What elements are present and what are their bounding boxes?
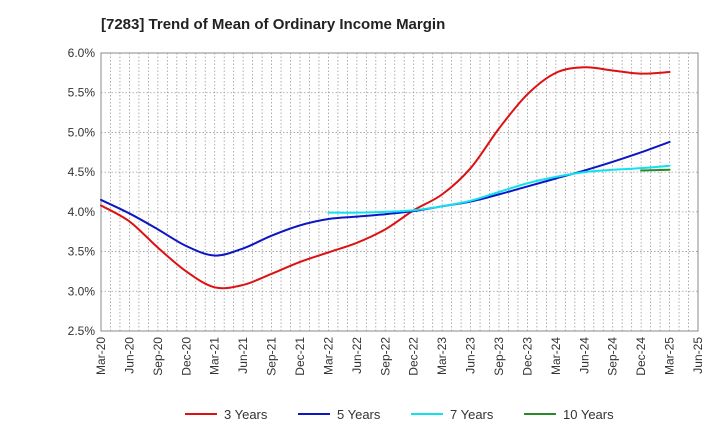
- x-tick-label: Mar-22: [321, 337, 335, 375]
- legend-label-3-years: 3 Years: [224, 407, 268, 422]
- x-tick-label: Mar-25: [663, 337, 677, 375]
- x-tick-label: Jun-21: [236, 337, 250, 374]
- x-tick-label: Dec-22: [407, 337, 421, 376]
- x-tick-label: Mar-20: [94, 337, 108, 375]
- x-tick-label: Sep-24: [606, 337, 620, 376]
- y-tick-label: 2.5%: [68, 324, 96, 338]
- series-line-3-years: [100, 66, 671, 290]
- y-tick-label: 3.0%: [68, 284, 96, 298]
- x-tick-label: Mar-21: [208, 337, 222, 375]
- x-tick-label: Mar-23: [435, 337, 449, 375]
- x-tick-label: Sep-22: [378, 337, 392, 376]
- y-tick-label: 6.0%: [68, 46, 96, 60]
- series-line-7-years: [327, 164, 671, 214]
- x-tick-label: Mar-24: [549, 337, 563, 375]
- x-tick-label: Jun-25: [691, 337, 705, 374]
- x-tick-label: Dec-24: [634, 337, 648, 376]
- y-tick-label: 4.0%: [68, 205, 96, 219]
- x-tick-label: Dec-20: [179, 337, 193, 376]
- series-line-10-years: [640, 168, 671, 172]
- x-tick-label: Sep-20: [151, 337, 165, 376]
- legend-label-10-years: 10 Years: [563, 407, 614, 422]
- chart-title: [7283] Trend of Mean of Ordinary Income …: [101, 16, 446, 33]
- legend-label-5-years: 5 Years: [337, 407, 381, 422]
- x-tick-label: Jun-23: [464, 337, 478, 374]
- x-tick-label: Dec-21: [293, 337, 307, 376]
- x-tick-label: Jun-24: [577, 337, 591, 374]
- y-tick-label: 4.5%: [68, 165, 96, 179]
- x-tick-label: Jun-22: [350, 337, 364, 374]
- x-tick-label: Jun-20: [122, 337, 136, 374]
- y-tick-label: 5.0%: [68, 125, 96, 139]
- x-tick-label: Dec-23: [520, 337, 534, 376]
- x-tick-label: Sep-21: [265, 337, 279, 376]
- x-tick-label: Sep-23: [492, 337, 506, 376]
- legend-label-7-years: 7 Years: [450, 407, 494, 422]
- y-tick-label: 3.5%: [68, 245, 96, 259]
- plot-area: [100, 52, 699, 332]
- y-tick-label: 5.5%: [68, 86, 96, 100]
